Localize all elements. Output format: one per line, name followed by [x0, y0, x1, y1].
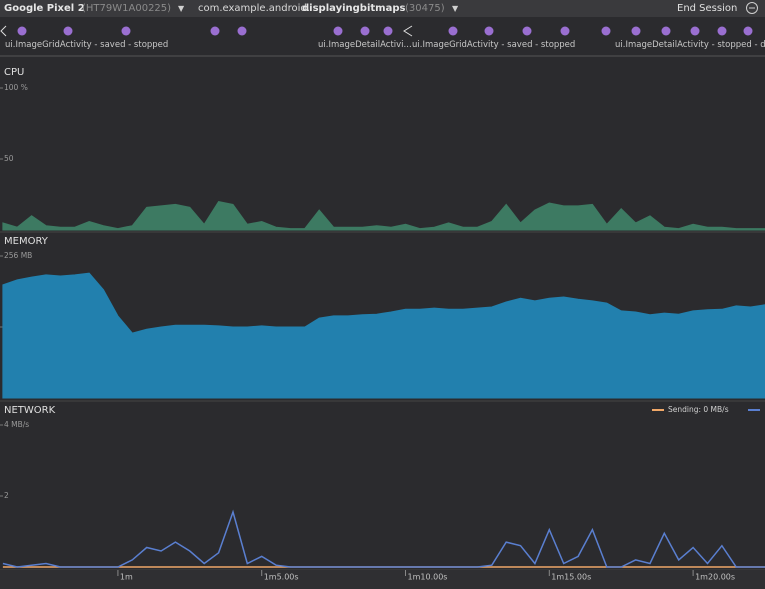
event-label: ui.ImageGridActivity - saved - stopped [412, 40, 576, 50]
area [2, 201, 765, 231]
event-dot [631, 26, 641, 36]
event-dot [601, 26, 611, 36]
end-session[interactable]: End Session [677, 3, 738, 14]
event-dot [17, 26, 27, 36]
event-dot [661, 26, 671, 36]
area [2, 272, 765, 399]
dropdown-arrow[interactable]: ▼ [452, 4, 459, 13]
device-id[interactable]: (HT79W1A00225) [82, 3, 172, 14]
y-tick-label: 2 [4, 491, 9, 500]
event-dot [743, 26, 753, 36]
y-tick-label: 4 MB/s [4, 420, 29, 429]
toolbar: Google Pixel 2 (HT79W1A00225) ▼ com.exam… [0, 0, 765, 17]
event-label: ui.ImageDetailActivity - stopped - d [615, 40, 765, 50]
x-tick-label: 1m15.00s [551, 573, 591, 582]
time-axis [0, 570, 765, 589]
event-dot [484, 26, 494, 36]
event-dot [210, 26, 220, 36]
event-dot [360, 26, 370, 36]
event-dot [690, 26, 700, 36]
panel-title: NETWORK [4, 405, 56, 416]
close-icon[interactable] [746, 2, 758, 14]
x-tick-label: 1m10.00s [408, 573, 448, 582]
x-tick-label: 1m20.00s [695, 573, 735, 582]
event-dot [560, 26, 570, 36]
x-tick-label: 1m5.00s [264, 573, 299, 582]
event-arrow [403, 25, 413, 37]
event-dot [237, 26, 247, 36]
event-arrow [0, 25, 7, 37]
event-dot [383, 26, 393, 36]
y-tick-label: 256 MB [4, 251, 32, 260]
panel-title: MEMORY [4, 236, 49, 247]
event-dot [121, 26, 131, 36]
event-dot [63, 26, 73, 36]
x-tick-label: 1m [120, 573, 133, 582]
process-id[interactable]: (30475) [405, 3, 445, 14]
package-name[interactable]: com.example.android. [198, 3, 310, 14]
event-dot [717, 26, 727, 36]
y-tick-label: 100 % [4, 83, 28, 92]
event-label: ui.ImageGridActivity - saved - stopped [5, 40, 169, 50]
dropdown-arrow[interactable]: ▼ [178, 4, 185, 13]
event-dot [448, 26, 458, 36]
event-dot [333, 26, 343, 36]
y-tick-label: 50 [4, 154, 14, 163]
event-dot [522, 26, 532, 36]
device-name[interactable]: Google Pixel 2 [4, 3, 85, 14]
legend-label: Sending: 0 MB/s [668, 405, 729, 414]
line [2, 509, 765, 568]
event-label: ui.ImageDetailActivi... [318, 40, 412, 50]
panel-title: CPU [4, 67, 24, 78]
app-name[interactable]: displayingbitmaps [302, 3, 406, 14]
